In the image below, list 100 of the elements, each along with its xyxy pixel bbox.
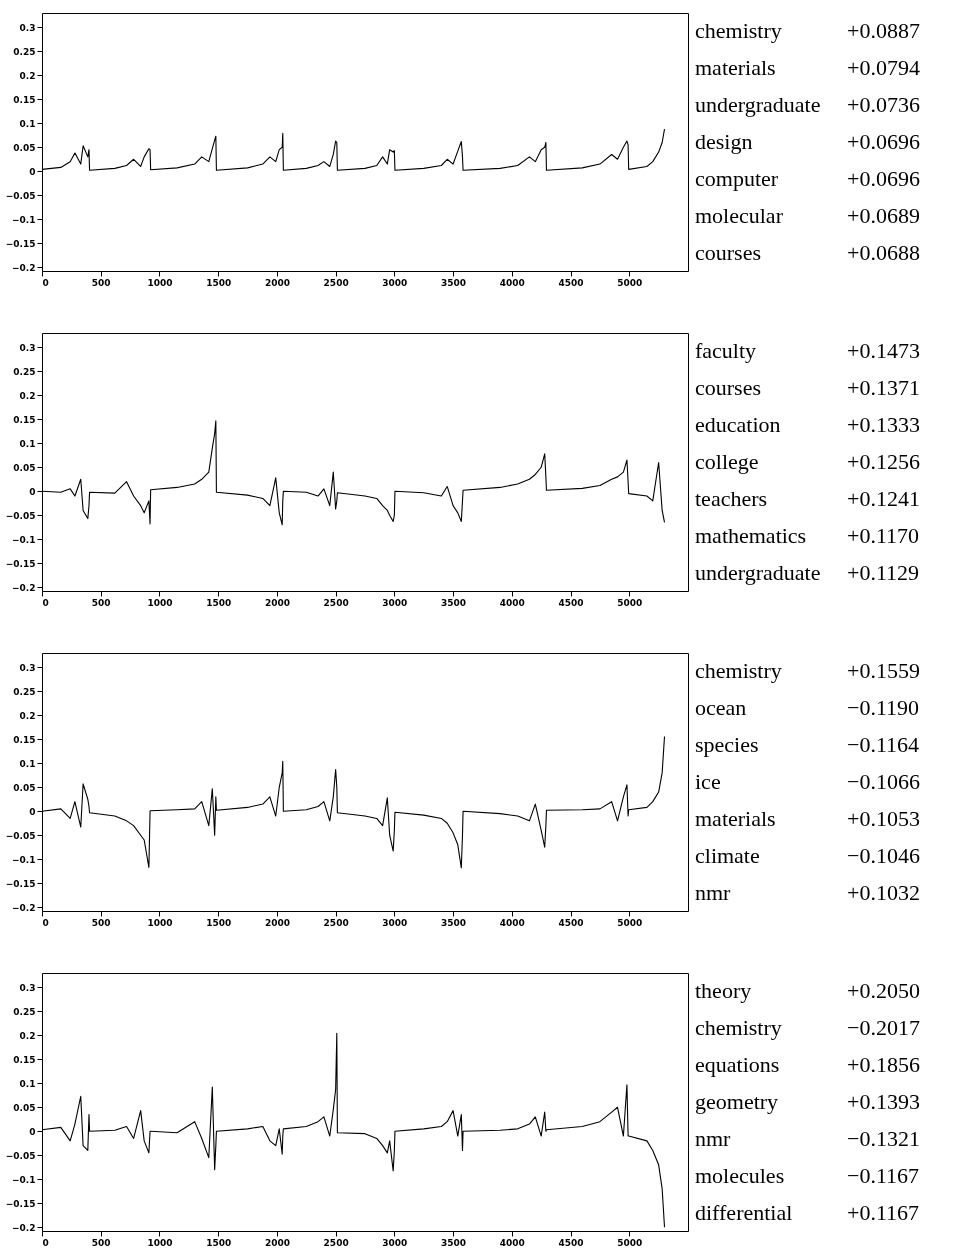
y-tick-label: −0.2 [12, 582, 36, 593]
x-tick-label: 1000 [147, 277, 173, 288]
text: chemistry +0.1559 [695, 658, 920, 684]
x-tick-label: 5000 [617, 597, 643, 608]
text: undergraduate +0.0736 [695, 92, 920, 118]
y-tick-label: 0.15 [13, 734, 36, 745]
x-tick-label: 500 [91, 1237, 111, 1248]
text: chemistry −0.2017 [695, 1015, 920, 1041]
y-tick-label: 0.1 [19, 118, 36, 129]
text: undergraduate +0.1129 [695, 559, 920, 585]
x-tick-label: 0 [42, 1237, 49, 1248]
x-tick-label: 3500 [441, 597, 467, 608]
x-tick-label: 2000 [264, 1237, 290, 1248]
y-tick-label: 0.2 [19, 1030, 36, 1041]
x-tick-label: 1000 [147, 917, 173, 928]
y-tick-label: 0.15 [13, 94, 36, 105]
y-tick-label: −0.2 [12, 1222, 36, 1233]
x-tick-label: 4500 [558, 597, 584, 608]
x-tick-label: 2000 [264, 597, 290, 608]
text: faculty +0.1473 [695, 338, 920, 364]
y-tick-label: −0.05 [5, 830, 36, 841]
x-tick-label: 0 [42, 597, 49, 608]
text: materials +0.0794 [695, 55, 920, 81]
y-tick-label: 0.05 [13, 142, 36, 153]
x-tick-label: 3500 [441, 917, 467, 928]
x-tick-label: 4000 [499, 917, 525, 928]
x-tick-label: 3000 [382, 917, 408, 928]
y-tick-label: −0.1 [12, 1174, 36, 1185]
y-tick-label: 0.3 [19, 982, 36, 993]
text: education +0.1333 [695, 412, 920, 438]
text: mathematics +0.1170 [695, 522, 920, 548]
x-tick-label: 5000 [617, 277, 643, 288]
text: theory +0.2050 [695, 978, 920, 1004]
x-tick-label: 3000 [382, 597, 408, 608]
y-tick-label: 0.1 [19, 438, 36, 449]
y-tick-label: −0.1 [12, 214, 36, 225]
y-tick-label: 0.25 [13, 686, 36, 697]
x-tick-label: 4500 [558, 1237, 584, 1248]
y-tick-label: −0.05 [5, 510, 36, 521]
y-tick-label: 0.05 [13, 782, 36, 793]
x-tick-label: 500 [91, 597, 111, 608]
x-tick-label: 1500 [206, 597, 232, 608]
y-tick-label: −0.15 [5, 558, 36, 569]
text: courses +0.0688 [695, 239, 920, 265]
text: materials +0.1053 [695, 805, 920, 831]
text: climate −0.1046 [695, 842, 920, 868]
y-tick-label: 0.2 [19, 390, 36, 401]
y-tick-label: 0.05 [13, 1102, 36, 1113]
text: chemistry +0.0887 [695, 18, 920, 44]
text: geometry +0.1393 [695, 1089, 920, 1114]
x-tick-label: 5000 [617, 917, 643, 928]
text: differential +0.1167 [695, 1199, 920, 1225]
text: molecular +0.0689 [695, 202, 920, 228]
text: species −0.1164 [695, 732, 920, 758]
y-tick-label: −0.15 [5, 878, 36, 889]
y-tick-label: 0.3 [19, 22, 36, 33]
y-tick-label: 0.25 [13, 1006, 36, 1017]
y-tick-label: −0.1 [12, 854, 36, 865]
y-tick-label: −0.1 [12, 534, 36, 545]
y-tick-label: 0.2 [19, 710, 36, 721]
y-tick-label: −0.15 [5, 1198, 36, 1209]
x-tick-label: 3000 [382, 1237, 408, 1248]
text: equations +0.1856 [695, 1052, 920, 1078]
x-tick-label: 2000 [264, 917, 290, 928]
x-tick-label: 1000 [147, 1237, 173, 1248]
text: courses +0.1371 [695, 375, 920, 401]
x-tick-label: 2500 [323, 277, 349, 288]
y-tick-label: −0.05 [5, 190, 36, 201]
x-tick-label: 1500 [206, 917, 232, 928]
text: ice −0.1066 [695, 769, 920, 794]
text: teachers +0.1241 [695, 485, 920, 511]
x-tick-label: 2500 [323, 917, 349, 928]
y-tick-label: 0.25 [13, 46, 36, 57]
text: nmr −0.1321 [695, 1125, 920, 1151]
text: design +0.0696 [695, 129, 920, 154]
x-tick-label: 3000 [382, 277, 408, 288]
x-tick-label: 4500 [558, 277, 584, 288]
text: computer +0.0696 [695, 165, 920, 191]
x-tick-label: 500 [91, 277, 111, 288]
x-tick-label: 1500 [206, 277, 232, 288]
x-tick-label: 0 [42, 917, 49, 928]
y-tick-label: 0.1 [19, 1078, 36, 1089]
y-tick-label: −0.15 [5, 238, 36, 249]
x-tick-label: 2500 [323, 1237, 349, 1248]
y-tick-label: 0.3 [19, 342, 36, 353]
y-tick-label: 0.1 [19, 758, 36, 769]
x-tick-label: 2500 [323, 597, 349, 608]
x-tick-label: 3500 [441, 1237, 467, 1248]
x-tick-label: 0 [42, 277, 49, 288]
y-tick-label: 0.05 [13, 462, 36, 473]
x-tick-label: 4000 [499, 277, 525, 288]
x-tick-label: 1000 [147, 597, 173, 608]
y-tick-label: 0 [29, 1126, 36, 1137]
y-tick-label: 0.3 [19, 662, 36, 673]
y-tick-label: −0.2 [12, 902, 36, 913]
x-tick-label: 1500 [206, 1237, 232, 1248]
y-tick-label: −0.2 [12, 262, 36, 273]
text: ocean −0.1190 [695, 695, 920, 721]
x-tick-label: 4500 [558, 917, 584, 928]
x-tick-label: 4000 [499, 1237, 525, 1248]
